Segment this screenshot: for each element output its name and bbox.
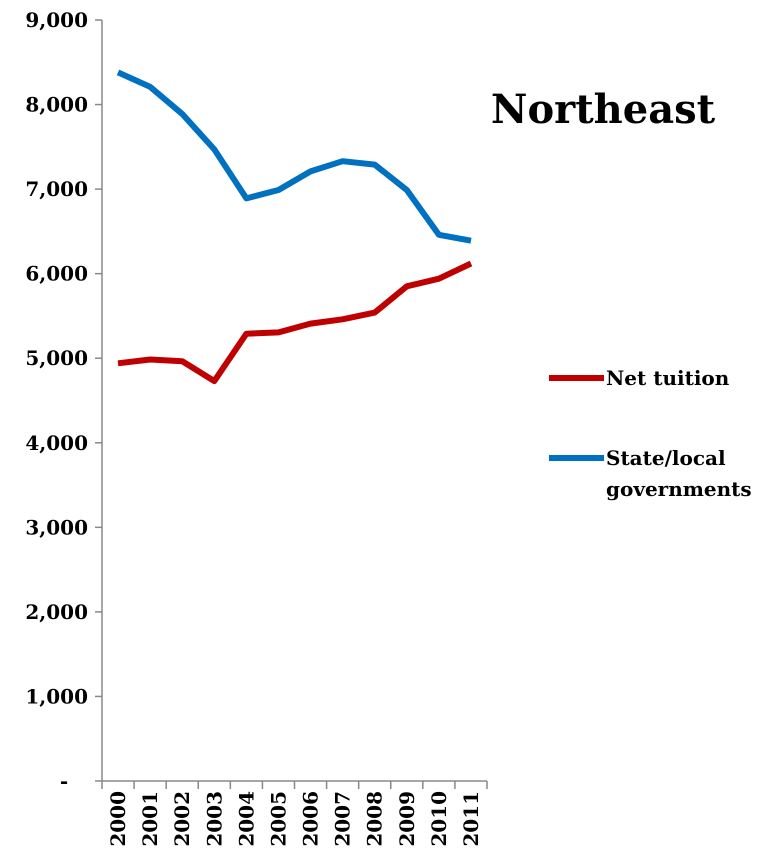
x-tick-label: 2009 xyxy=(395,791,419,847)
y-tick-label: 8,000 xyxy=(25,93,88,117)
series-line-1 xyxy=(116,69,472,244)
x-tick-label: 2005 xyxy=(266,791,290,847)
x-tick-label: 2000 xyxy=(106,791,130,847)
x-tick-label: 2002 xyxy=(170,791,194,847)
x-axis-ticks: 2000 2001 2002 2003 2004 2005 2006 2007 2008 2009… xyxy=(101,781,488,847)
x-tick-label: 2006 xyxy=(299,791,323,847)
y-tick-label: 3,000 xyxy=(25,515,88,539)
y-tick-label: 7,000 xyxy=(25,177,88,201)
legend-label: State/local xyxy=(606,446,726,470)
legend-label: governments xyxy=(606,477,752,501)
y-tick-label: 9,000 xyxy=(25,8,88,32)
y-tick-label: 4,000 xyxy=(25,431,88,455)
legend-label: Net tuition xyxy=(606,366,730,390)
series-line-0 xyxy=(117,260,473,385)
y-tick-label: 5,000 xyxy=(25,346,88,370)
x-tick-label: 2011 xyxy=(459,791,483,847)
y-tick-label: 2,000 xyxy=(25,600,88,624)
y-tick-label: 6,000 xyxy=(25,262,88,286)
series-lines xyxy=(116,69,473,385)
y-axis-ticks: - 1,000 2,000 3,000 4,000 5,000 6,000 7,000 8,00… xyxy=(25,8,102,793)
x-tick-label: 2001 xyxy=(138,791,162,847)
y-tick-label: - xyxy=(60,769,68,793)
y-tick-label: 1,000 xyxy=(25,684,88,708)
legend: Net tuition State/local governments xyxy=(549,366,752,501)
x-tick-label: 2004 xyxy=(234,791,258,847)
chart-title: Northeast xyxy=(491,86,716,133)
axes xyxy=(101,20,487,782)
x-tick-label: 2007 xyxy=(331,791,355,847)
x-tick-label: 2003 xyxy=(202,791,226,847)
x-tick-label: 2008 xyxy=(363,791,387,847)
x-tick-label: 2010 xyxy=(427,791,451,847)
